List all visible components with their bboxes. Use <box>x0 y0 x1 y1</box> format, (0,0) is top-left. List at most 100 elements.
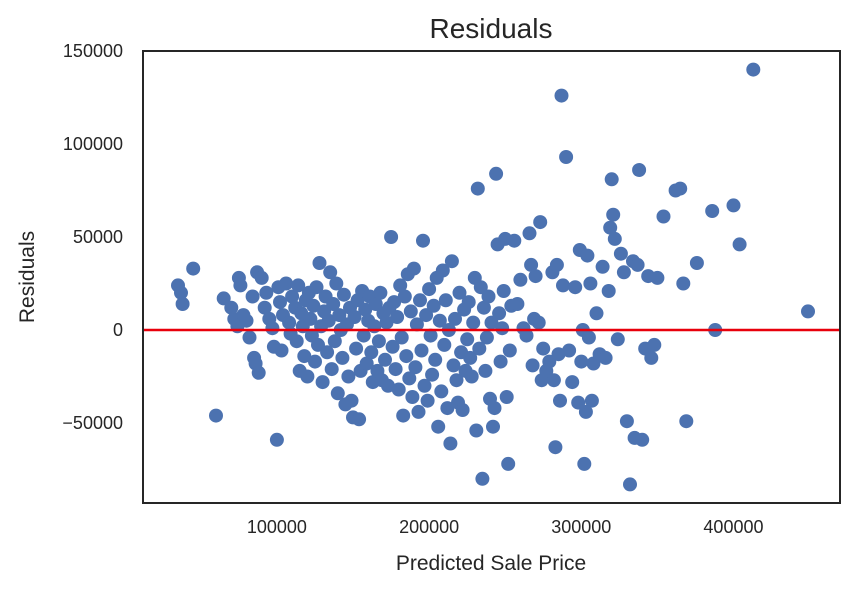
scatter-point <box>394 330 409 345</box>
scatter-point <box>336 287 351 302</box>
scatter-point <box>502 343 517 358</box>
scatter-point <box>239 313 254 328</box>
scatter-point <box>364 345 379 360</box>
scatter-point <box>448 311 462 326</box>
scatter-point <box>300 369 315 384</box>
scatter-point <box>533 215 548 230</box>
scatter-point <box>291 278 306 293</box>
scatter-point <box>473 280 488 295</box>
scatter-point <box>479 330 494 345</box>
x-tick-label: 200000 <box>399 517 459 537</box>
scatter-point <box>650 270 665 285</box>
scatter-point <box>656 209 671 224</box>
scatter-point <box>251 365 266 380</box>
scatter-point <box>327 334 342 349</box>
scatter-point <box>478 363 493 378</box>
scatter-point <box>595 259 610 274</box>
scatter-point <box>273 295 287 310</box>
scatter-point <box>209 408 223 423</box>
scatter-point <box>416 233 430 248</box>
scatter-point <box>303 311 318 326</box>
scatter-point <box>438 293 453 308</box>
scatter-point <box>632 163 647 177</box>
scatter-point <box>443 436 458 451</box>
scatter-point <box>224 300 239 315</box>
scatter-point <box>635 432 650 447</box>
scatter-point <box>279 276 294 291</box>
y-tick-label: 0 <box>113 320 123 340</box>
scatter-point <box>486 419 500 434</box>
scatter-point <box>455 403 470 417</box>
y-tick-label: 100000 <box>63 134 123 154</box>
scatter-point <box>413 293 427 308</box>
scatter-point <box>549 257 564 272</box>
scatter-point <box>630 257 645 272</box>
scatter-point <box>644 350 659 365</box>
scatter-point <box>393 278 408 293</box>
scatter-point <box>186 261 201 276</box>
scatter-point <box>452 285 467 300</box>
scatter-point <box>306 298 321 313</box>
scatter-point <box>309 280 324 295</box>
scatter-point <box>405 390 420 404</box>
scatter-point <box>489 166 504 181</box>
scatter-point <box>732 237 747 252</box>
scatter-point <box>358 302 373 317</box>
scatter-point <box>464 369 479 384</box>
scatter-point <box>571 395 586 410</box>
scatter-point <box>610 332 625 347</box>
scatter-point <box>556 278 570 293</box>
scatter-point <box>470 181 485 196</box>
scatter-point <box>423 328 438 343</box>
scatter-point <box>507 233 522 248</box>
scatter-point <box>676 276 691 291</box>
scatter-point <box>578 404 593 419</box>
scatter-point <box>689 256 704 270</box>
scatter-point <box>546 373 561 388</box>
scatter-point <box>603 220 618 235</box>
scatter-point <box>175 297 190 311</box>
scatter-point <box>324 362 339 377</box>
scatter-point <box>274 343 289 358</box>
scatter-point <box>492 306 507 321</box>
scatter-point <box>513 272 528 287</box>
scatter-point <box>461 295 476 310</box>
scatter-point <box>335 350 350 365</box>
x-tick-label: 400000 <box>703 517 763 537</box>
plot-frame <box>142 50 841 504</box>
scatter-point <box>402 371 417 386</box>
scatter-point <box>432 313 447 328</box>
scatter-point <box>583 276 598 291</box>
scatter-point <box>562 343 577 358</box>
scatter-point <box>332 308 347 323</box>
scatter-point <box>466 315 481 330</box>
scatter-point <box>746 62 761 77</box>
y-axis-label: Residuals <box>16 231 39 323</box>
scatter-point <box>598 350 613 365</box>
scatter-point <box>352 412 367 427</box>
scatter-point <box>616 265 631 280</box>
scatter-point <box>568 280 583 295</box>
scatter-point <box>434 384 449 399</box>
scatter-points <box>171 62 815 492</box>
scatter-point <box>414 343 429 358</box>
scatter-point <box>531 315 546 330</box>
scatter-point <box>435 263 450 278</box>
scatter-point <box>580 248 595 263</box>
scatter-point <box>428 352 443 367</box>
scatter-point <box>481 289 496 304</box>
scatter-point <box>589 306 604 321</box>
x-tick-label: 100000 <box>247 517 307 537</box>
scatter-point <box>282 315 297 330</box>
scatter-point <box>476 300 491 315</box>
scatter-point <box>726 198 741 213</box>
chart-title: Residuals <box>430 13 553 44</box>
scatter-point <box>320 345 335 360</box>
scatter-point <box>257 300 272 315</box>
scatter-point <box>329 276 344 291</box>
scatter-point <box>493 354 508 369</box>
scatter-point <box>469 423 484 438</box>
scatter-point <box>269 432 284 447</box>
scatter-point <box>312 256 327 270</box>
scatter-point <box>390 310 405 324</box>
